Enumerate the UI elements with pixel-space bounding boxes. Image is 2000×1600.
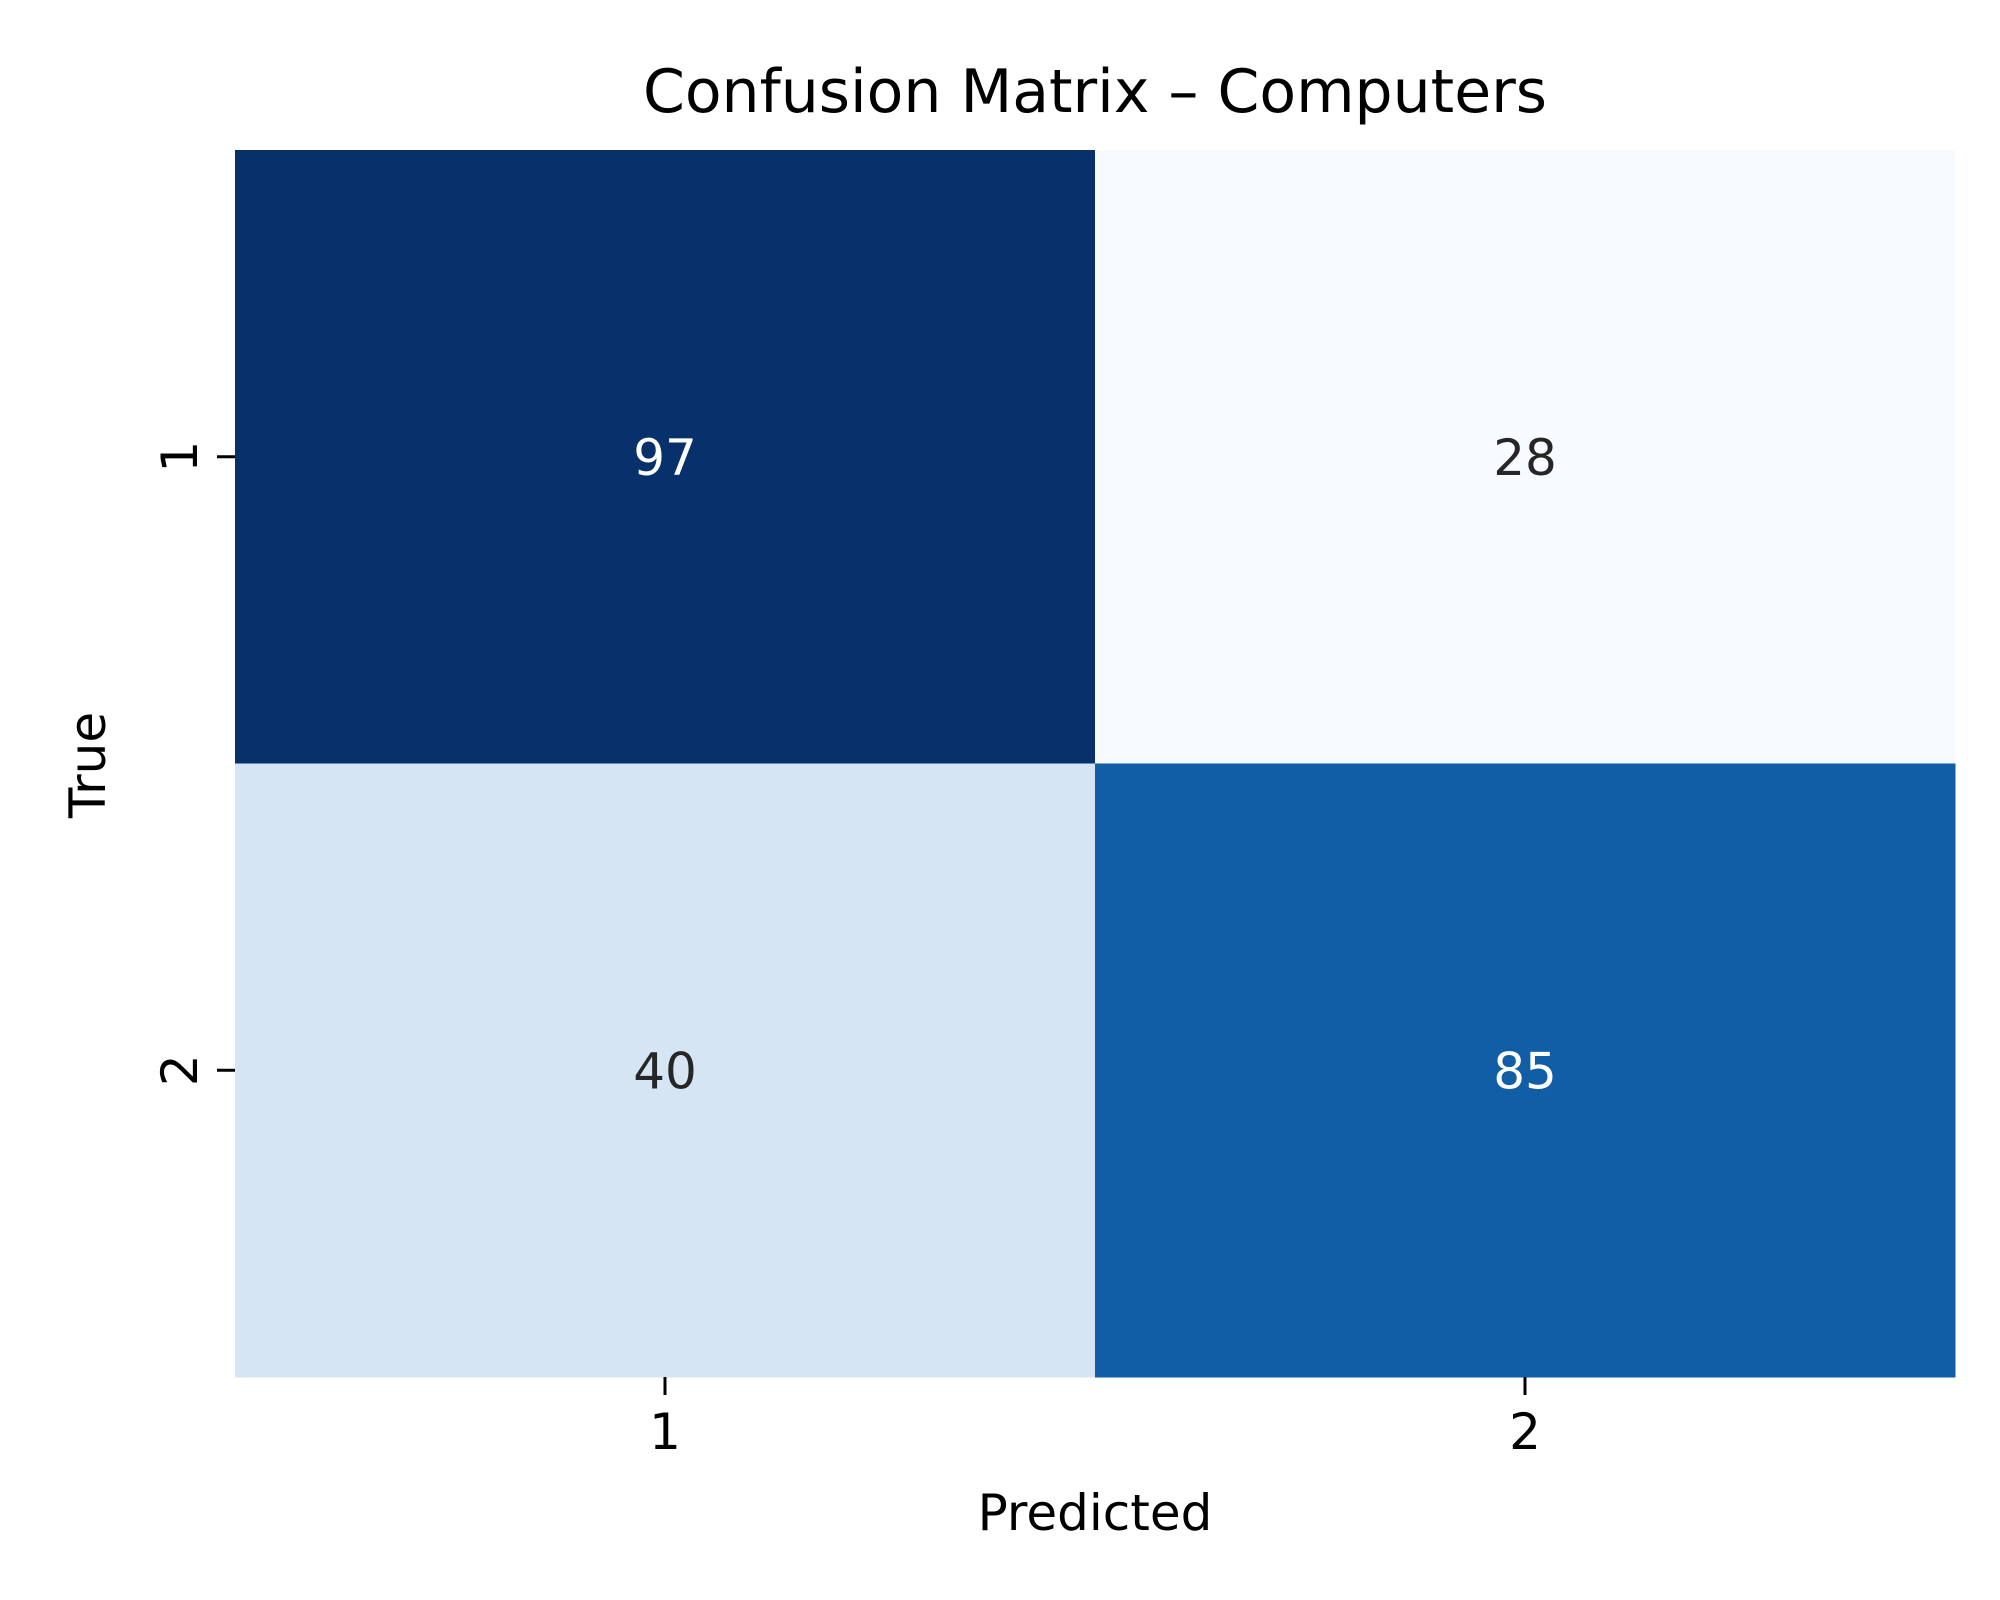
cell-value-r2-c1: 40 — [633, 1042, 697, 1100]
y-axis-label: True — [59, 712, 117, 819]
y-tick-label-1: 1 — [151, 441, 209, 473]
cell-value-r1-c1: 97 — [633, 429, 697, 487]
heatmap-cell-r2-c2 — [1095, 763, 1956, 1378]
x-axis-label: Predicted — [978, 1484, 1213, 1542]
heatmap-cell-r2-c1 — [235, 763, 1096, 1378]
x-tick-label-1: 1 — [649, 1403, 681, 1461]
heatmap-cells — [235, 150, 1956, 1378]
heatmap-cell-r1-c2 — [1095, 150, 1956, 764]
x-tick-label-2: 2 — [1509, 1403, 1541, 1461]
y-tick-label-2: 2 — [151, 1054, 209, 1086]
cell-value-r1-c2: 28 — [1493, 429, 1557, 487]
chart-title: Confusion Matrix – Computers — [643, 57, 1547, 127]
heatmap-cell-r1-c1 — [235, 150, 1096, 764]
y-axis: 12 — [151, 441, 235, 1086]
cell-annotations: 97 28 40 85 — [633, 429, 1557, 1101]
cell-value-r2-c2: 85 — [1493, 1042, 1557, 1100]
